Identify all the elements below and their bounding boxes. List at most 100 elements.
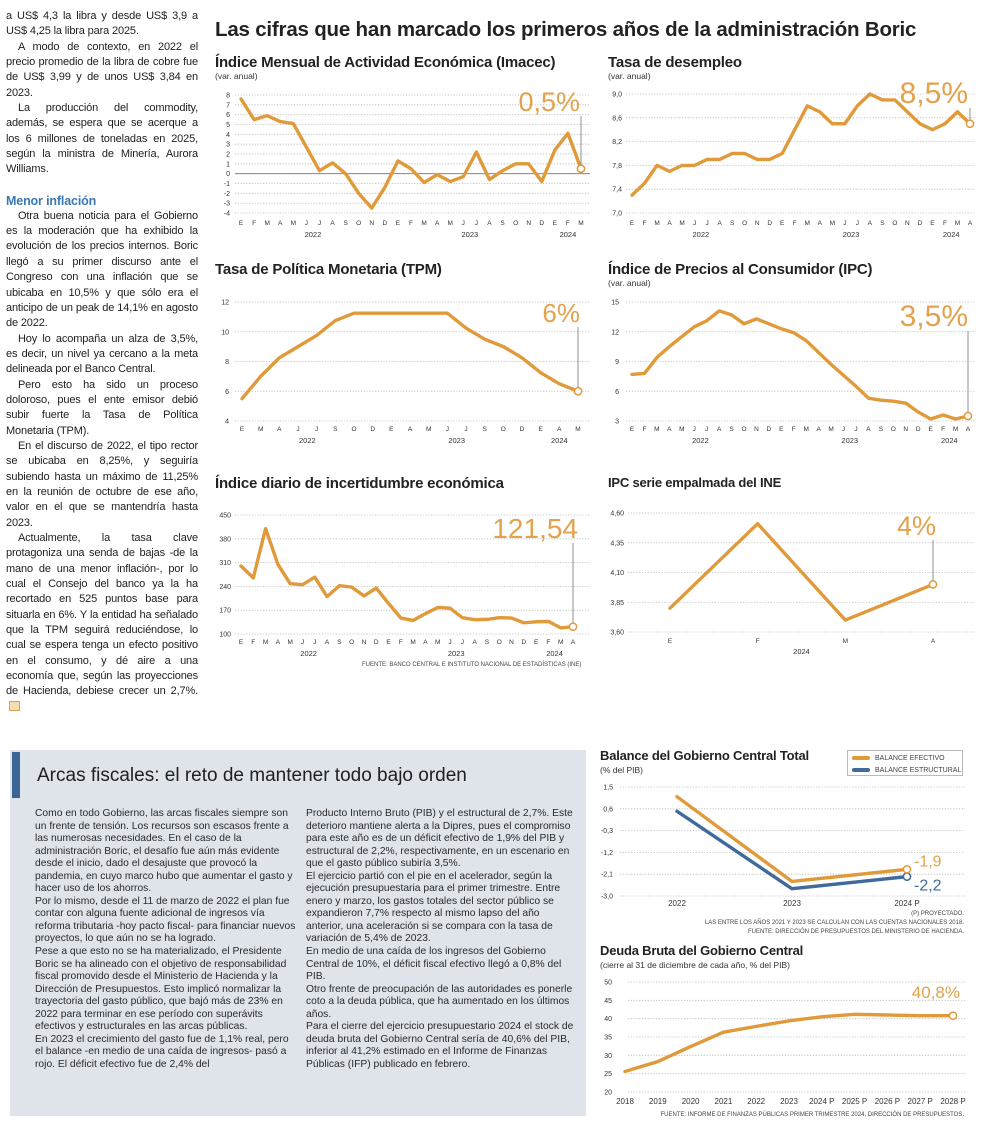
x-tick-label: J (315, 426, 318, 433)
x-tick-label: M (828, 426, 833, 433)
legend-swatch-orange (852, 756, 870, 760)
x-tick-label: F (643, 220, 647, 227)
x-tick-label: S (333, 426, 338, 433)
fiscal-box (10, 750, 586, 1116)
x-tick-label: J (305, 220, 308, 227)
x-tick-label: F (566, 220, 570, 227)
x-tick-label: S (485, 639, 490, 646)
x-tick-label: A (818, 220, 823, 227)
x-tick-label: A (966, 426, 971, 433)
x-tick-label: 2019 (649, 1097, 667, 1106)
x-tick-label: 2023 (780, 1097, 798, 1106)
x-tick-label: A (435, 220, 440, 227)
x-tick-label: 2021 (715, 1097, 733, 1106)
year-label: 2022 (692, 436, 709, 445)
last-point-marker (948, 1011, 958, 1021)
article-paragraph: Actualmente, la tasa clave protagoniza u… (6, 531, 198, 715)
y-tick-label: 40 (604, 1016, 612, 1023)
legend-item-estructural: BALANCE ESTRUCTURAL (852, 765, 962, 775)
last-point-marker (965, 119, 975, 129)
x-tick-label: J (693, 220, 696, 227)
x-tick-label: J (318, 220, 321, 227)
x-tick-label: E (239, 639, 244, 646)
y-tick-label: 25 (604, 1071, 612, 1078)
fiscal-box-title: Arcas fiscales: el reto de mantener todo… (37, 765, 467, 786)
chart-note: FUENTE: DIRECCIÓN DE PRESUPUESTOS DEL MI… (747, 929, 964, 935)
year-label: 2022 (305, 230, 322, 239)
series-line (630, 92, 972, 197)
x-tick-label: E (630, 220, 635, 227)
x-tick-label: D (520, 426, 525, 433)
series-line (668, 522, 935, 622)
x-tick-label: N (509, 639, 514, 646)
x-tick-label: F (251, 639, 255, 646)
x-tick-label: A (330, 220, 335, 227)
x-tick-label: E (240, 426, 245, 433)
y-tick-label: -1,2 (601, 850, 613, 857)
x-tick-label: A (557, 426, 562, 433)
x-tick-label: A (868, 220, 873, 227)
x-tick-label: A (408, 426, 413, 433)
x-tick-label: J (462, 220, 465, 227)
highlight-value: 8,5% (900, 77, 968, 110)
last-point-marker (902, 872, 912, 881)
x-tick-label: N (526, 220, 531, 227)
y-tick-label: 7,4 (612, 187, 622, 194)
x-tick-label: J (705, 426, 708, 433)
x-tick-label: D (521, 639, 526, 646)
x-tick-label: F (252, 220, 256, 227)
x-tick-label: A (717, 220, 722, 227)
y-tick-label: 0 (226, 171, 230, 178)
x-tick-label: M (435, 639, 440, 646)
year-label: 2024 (941, 436, 958, 445)
fiscal-paragraph: Para el cierre del ejercicio presupuesta… (306, 1021, 574, 1070)
x-tick-label: D (767, 426, 772, 433)
y-tick-label: 6 (615, 389, 619, 396)
last-point-marker (902, 865, 912, 874)
y-tick-label: 5 (226, 122, 230, 129)
year-label: 2023 (841, 436, 858, 445)
x-tick-label: A (278, 220, 283, 227)
series-line (675, 794, 909, 884)
y-tick-label: 240 (219, 584, 231, 591)
fiscal-box-accent-bar (12, 752, 20, 798)
x-tick-label: M (263, 639, 268, 646)
y-tick-label: 2 (226, 152, 230, 159)
last-point-marker (963, 411, 973, 421)
x-tick-label: N (754, 426, 759, 433)
chart-subtitle-imacec: (var. anual) (215, 71, 258, 81)
x-tick-label: M (426, 426, 431, 433)
x-tick-label: O (892, 220, 897, 227)
chart-subtitle-desempleo: (var. anual) (608, 71, 651, 81)
x-tick-label: J (464, 426, 467, 433)
legend-label: BALANCE ESTRUCTURAL (875, 766, 962, 774)
article-paragraph-text: Actualmente, la tasa clave protagoniza u… (6, 532, 198, 698)
chart-title-deuda: Deuda Bruta del Gobierno Central (600, 943, 804, 958)
x-tick-label: D (382, 220, 387, 227)
year-label: 2023 (448, 649, 465, 658)
x-tick-label: S (500, 220, 505, 227)
y-tick-label: 15 (611, 300, 619, 307)
y-tick-label: 380 (219, 536, 231, 543)
x-tick-label: A (667, 220, 672, 227)
x-tick-label: J (854, 426, 857, 433)
x-tick-label: M (287, 639, 292, 646)
y-tick-label: 12 (221, 300, 229, 307)
x-tick-label: M (804, 426, 809, 433)
x-tick-label: E (386, 639, 391, 646)
x-tick-label: F (792, 426, 796, 433)
y-tick-label: 4,10 (610, 570, 624, 577)
x-tick-label: 2024 P (809, 1097, 834, 1106)
x-tick-label: D (370, 426, 375, 433)
x-tick-label: A (276, 639, 281, 646)
chart-subtitle-ipc: (var. anual) (608, 278, 651, 288)
y-tick-label: 8 (225, 359, 229, 366)
y-tick-label: 1 (226, 161, 230, 168)
x-tick-label: D (918, 220, 923, 227)
fiscal-paragraph: En medio de una caída de los ingresos de… (306, 946, 562, 983)
fiscal-paragraph: Como en todo Gobierno, las arcas fiscale… (35, 808, 293, 895)
x-tick-label: M (421, 220, 426, 227)
y-tick-label: 7,8 (612, 163, 622, 170)
y-tick-label: 8 (226, 93, 230, 100)
x-tick-label: N (755, 220, 760, 227)
